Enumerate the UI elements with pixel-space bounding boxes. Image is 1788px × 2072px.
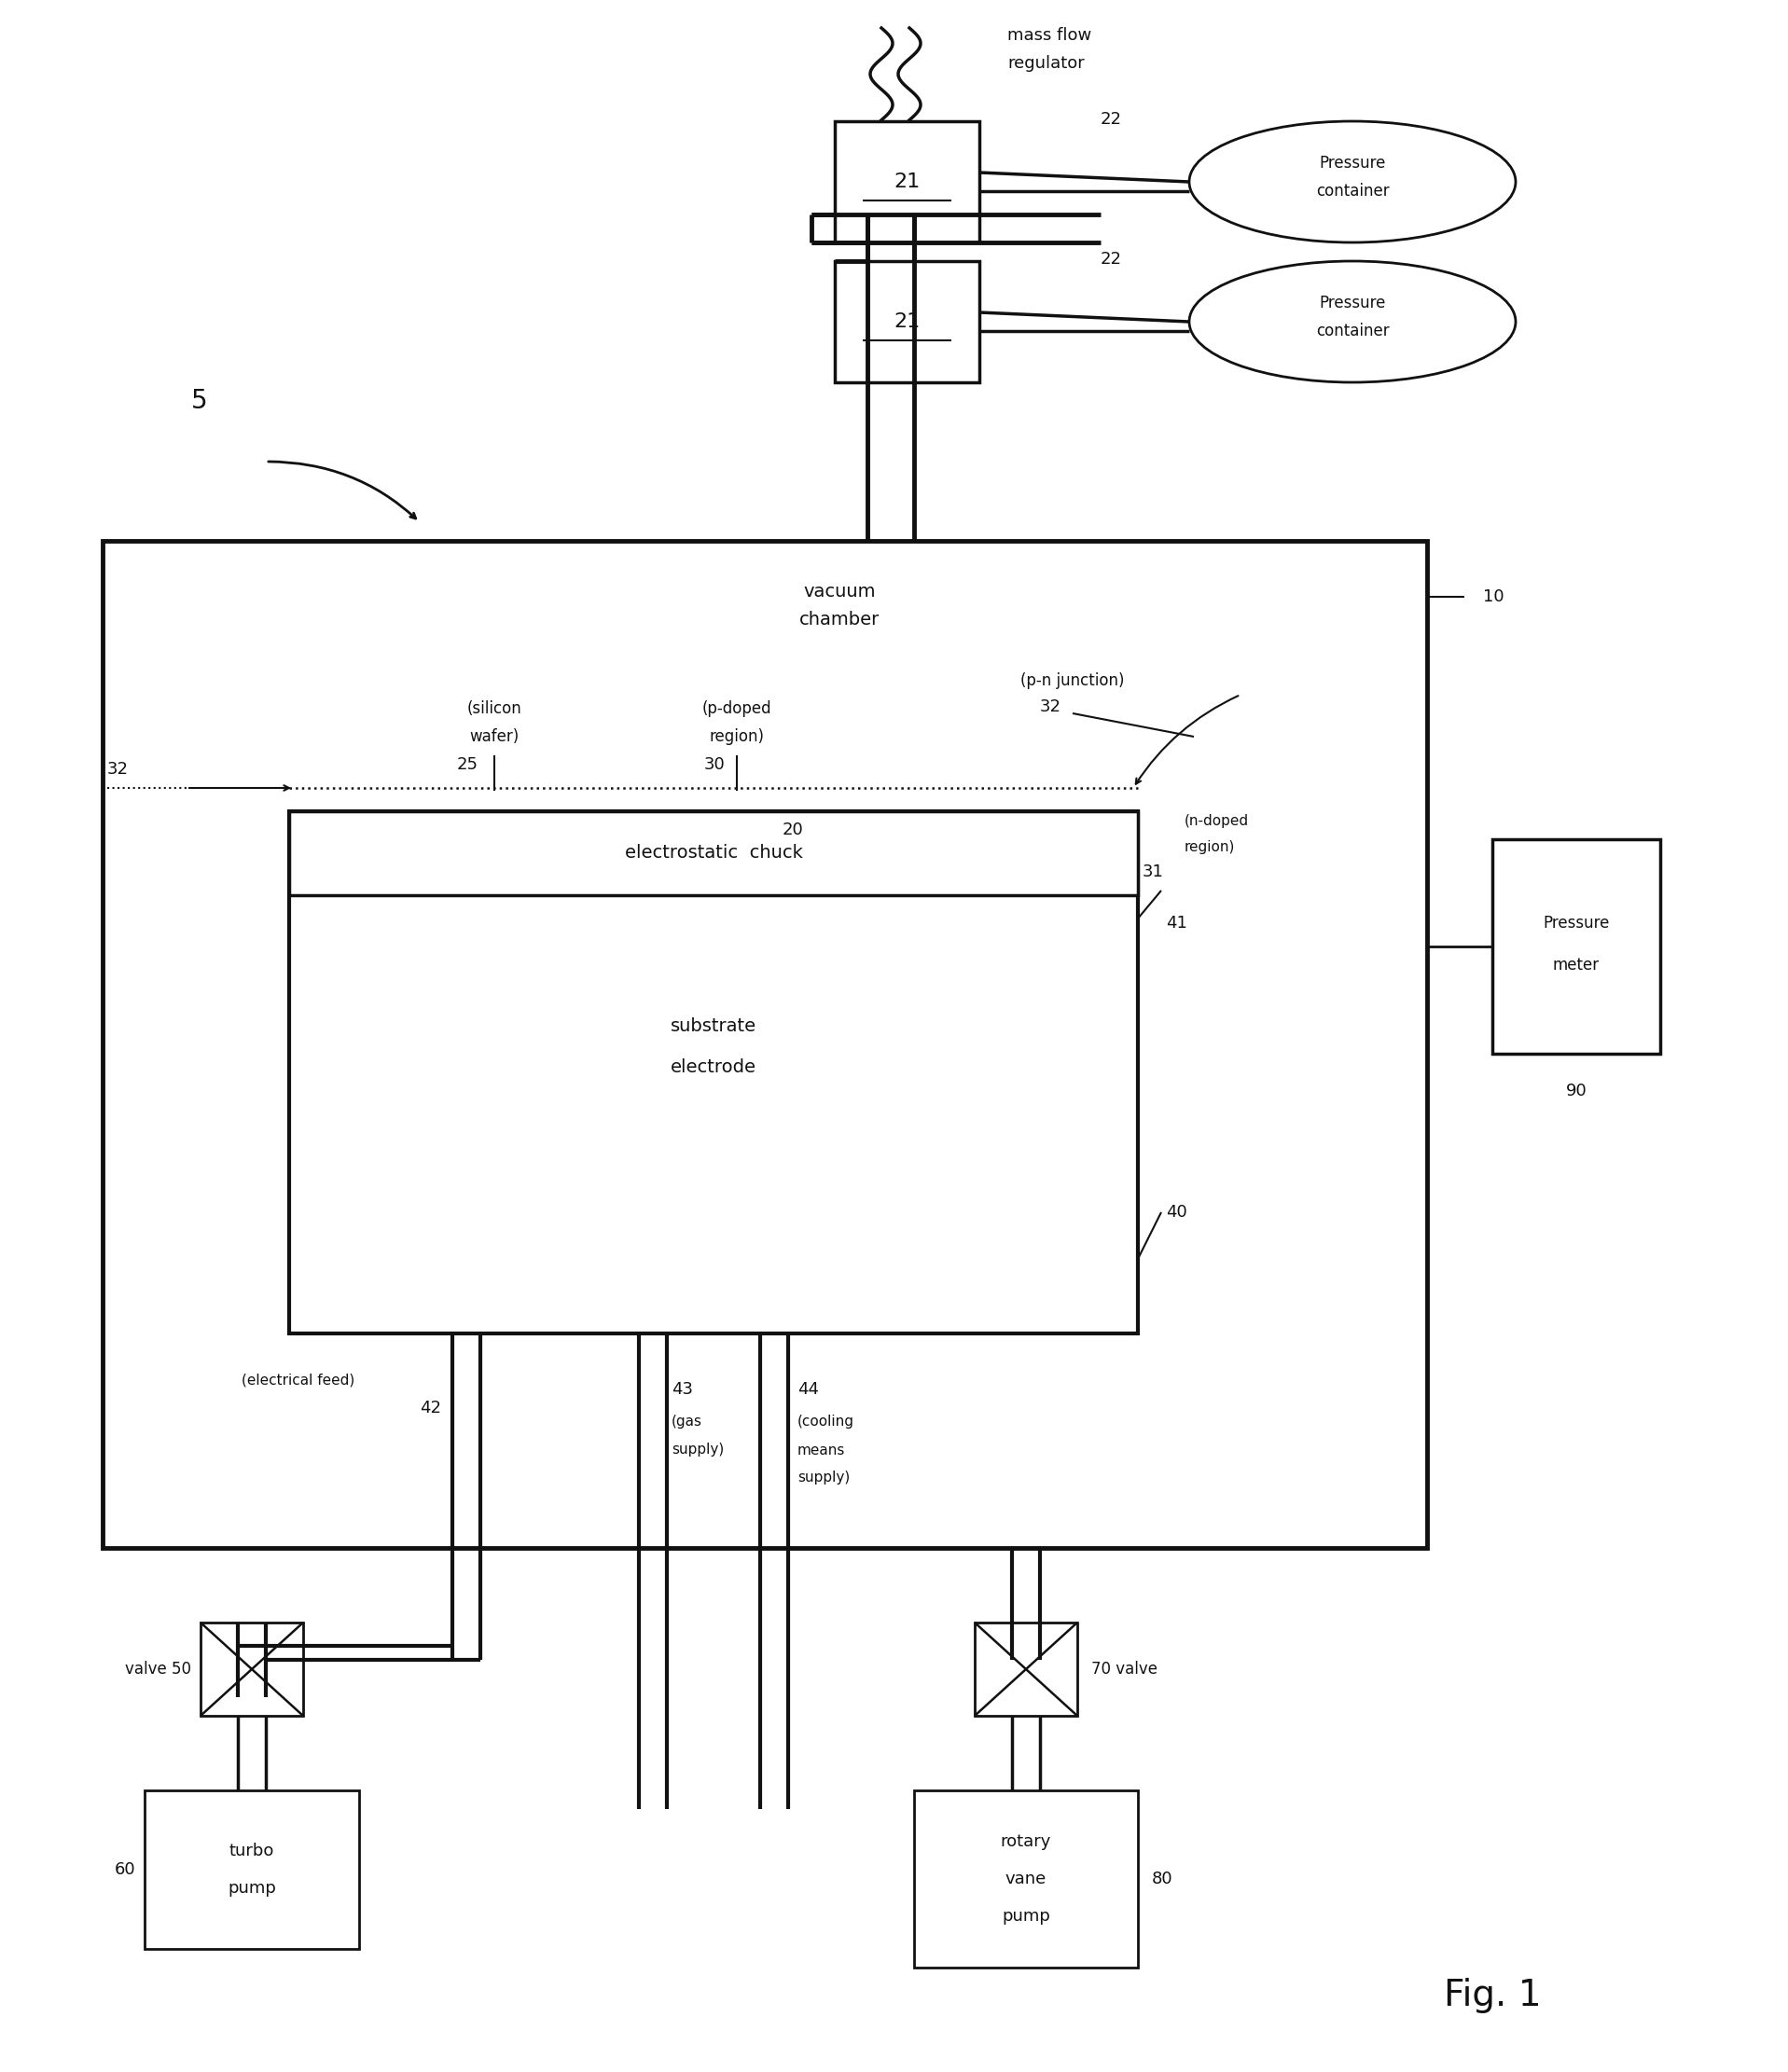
Bar	[835, 122, 980, 242]
Text: container: container	[1316, 323, 1389, 340]
Text: (p-doped: (p-doped	[703, 700, 772, 717]
Text: (gas: (gas	[672, 1415, 703, 1430]
Text: (p-n junction): (p-n junction)	[1021, 671, 1125, 690]
Text: wafer): wafer)	[470, 727, 519, 746]
Bar	[102, 541, 1427, 1548]
Text: valve 50: valve 50	[125, 1662, 191, 1678]
Text: mass flow: mass flow	[1007, 27, 1091, 44]
Text: 22: 22	[1101, 112, 1123, 128]
Text: 43: 43	[672, 1382, 694, 1399]
Text: rotary: rotary	[1001, 1834, 1051, 1850]
Text: pump: pump	[1001, 1908, 1050, 1925]
Text: (cooling: (cooling	[797, 1415, 855, 1430]
Text: 22: 22	[1101, 251, 1123, 267]
Bar	[200, 1622, 304, 1716]
Bar	[1493, 839, 1661, 1055]
Text: means: means	[797, 1442, 846, 1457]
Text: 42: 42	[420, 1401, 442, 1417]
Bar	[290, 812, 1137, 895]
Text: meter: meter	[1554, 957, 1600, 974]
Bar	[290, 812, 1137, 1334]
Text: Pressure: Pressure	[1543, 914, 1609, 932]
Text: Pressure: Pressure	[1320, 155, 1386, 172]
Text: 21: 21	[894, 172, 921, 191]
Text: 40: 40	[1166, 1204, 1187, 1220]
Bar	[835, 261, 980, 383]
Text: 21: 21	[894, 313, 921, 332]
Text: substrate: substrate	[670, 1017, 756, 1034]
Ellipse shape	[1189, 261, 1516, 383]
Text: vacuum: vacuum	[803, 584, 876, 601]
Text: 5: 5	[191, 387, 207, 414]
Text: container: container	[1316, 182, 1389, 199]
Bar	[914, 1790, 1137, 1968]
Text: region): region)	[710, 727, 763, 746]
Text: region): region)	[1184, 839, 1236, 854]
Text: electrode: electrode	[670, 1059, 756, 1077]
Text: 80: 80	[1151, 1871, 1173, 1888]
Text: 30: 30	[704, 756, 726, 773]
Text: 20: 20	[781, 821, 803, 839]
Text: turbo: turbo	[229, 1842, 274, 1859]
Text: chamber: chamber	[799, 611, 880, 630]
Text: vane: vane	[1005, 1871, 1046, 1888]
Text: 90: 90	[1566, 1084, 1588, 1100]
Text: 44: 44	[797, 1382, 819, 1399]
Text: 10: 10	[1482, 588, 1504, 605]
Bar	[974, 1622, 1078, 1716]
Text: 41: 41	[1166, 914, 1187, 932]
Text: 31: 31	[1143, 864, 1164, 881]
Text: 32: 32	[1041, 698, 1062, 715]
Text: electrostatic  chuck: electrostatic chuck	[624, 845, 803, 862]
Text: (silicon: (silicon	[467, 700, 522, 717]
Text: 25: 25	[458, 756, 479, 773]
Text: (electrical feed): (electrical feed)	[241, 1374, 356, 1386]
Text: 60: 60	[114, 1861, 136, 1877]
Text: Fig. 1: Fig. 1	[1443, 1979, 1541, 2014]
Text: 32: 32	[107, 760, 129, 777]
Ellipse shape	[1189, 122, 1516, 242]
Text: Pressure: Pressure	[1320, 294, 1386, 311]
Text: supply): supply)	[797, 1471, 849, 1486]
Text: (n-doped: (n-doped	[1184, 814, 1250, 827]
Text: supply): supply)	[672, 1442, 724, 1457]
Text: 70 valve: 70 valve	[1091, 1662, 1157, 1678]
Bar	[145, 1790, 359, 1950]
Text: pump: pump	[227, 1879, 275, 1896]
Text: regulator: regulator	[1007, 56, 1085, 73]
